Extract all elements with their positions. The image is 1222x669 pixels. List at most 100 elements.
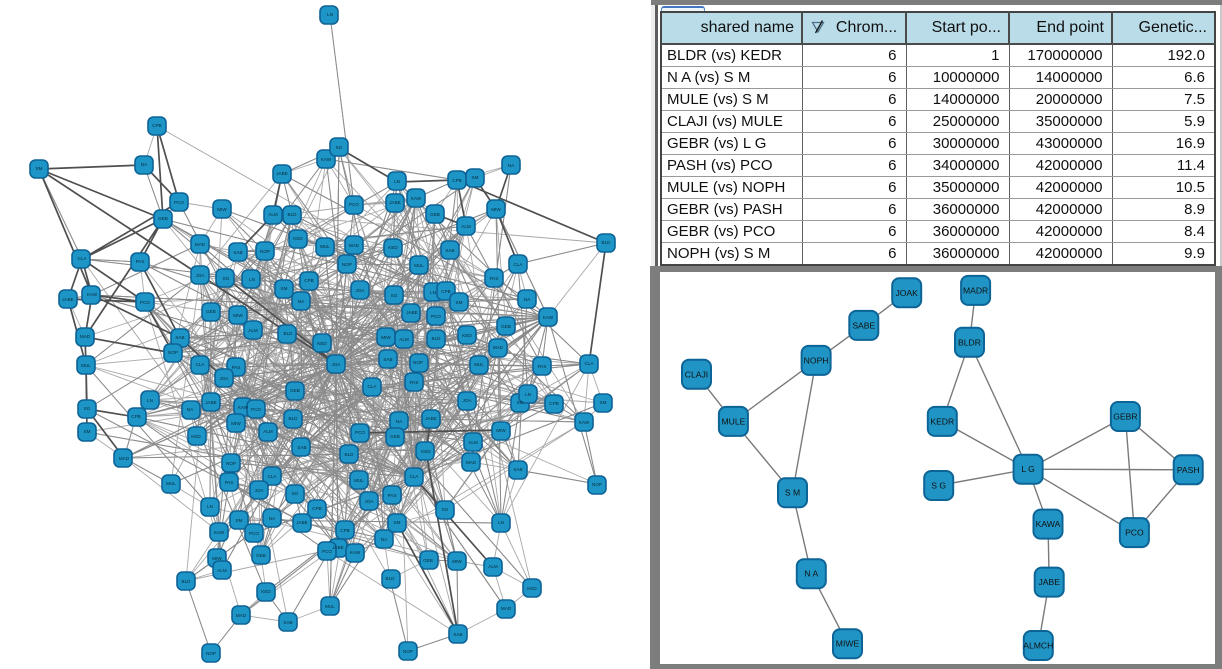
svg-text:NA: NA (187, 407, 194, 412)
svg-text:PAS: PAS (490, 276, 499, 281)
svg-text:SG: SG (84, 406, 91, 411)
svg-text:PCO: PCO (349, 202, 359, 207)
svg-text:PCO: PCO (140, 300, 150, 305)
svg-text:ALM: ALM (268, 212, 278, 217)
svg-text:L G: L G (1021, 464, 1035, 474)
svg-text:JABE: JABE (406, 310, 418, 315)
svg-text:KAW: KAW (238, 405, 249, 410)
svg-text:SG: SG (442, 507, 449, 512)
svg-text:NA: NA (508, 163, 515, 168)
svg-text:SAB: SAB (383, 357, 392, 362)
svg-text:LN: LN (147, 398, 153, 403)
svg-text:JABE: JABE (1038, 577, 1060, 587)
svg-text:LN: LN (430, 290, 436, 295)
svg-text:BLDR: BLDR (958, 337, 981, 347)
svg-text:PAS: PAS (232, 365, 241, 370)
svg-text:KED: KED (261, 589, 271, 594)
svg-text:PCO: PCO (249, 531, 259, 536)
svg-text:ALM: ALM (399, 337, 409, 342)
svg-text:KEDR: KEDR (930, 416, 954, 426)
svg-text:BLD: BLD (289, 416, 299, 421)
svg-text:NA: NA (141, 162, 148, 167)
svg-text:KAW: KAW (543, 315, 554, 320)
svg-text:MUL: MUL (474, 362, 484, 367)
svg-text:SM: SM (600, 400, 607, 405)
svg-text:ALM: ALM (488, 564, 498, 569)
svg-text:SAB: SAB (297, 445, 306, 450)
svg-text:JOA: JOA (255, 488, 265, 493)
svg-text:KED: KED (527, 586, 537, 591)
svg-text:JOA: JOA (196, 273, 206, 278)
svg-text:MIW: MIW (233, 313, 243, 318)
svg-text:LN: LN (249, 277, 255, 282)
svg-text:SM: SM (456, 300, 463, 305)
svg-text:PASH: PASH (1177, 465, 1200, 475)
svg-text:S M: S M (785, 488, 800, 498)
svg-text:JOA: JOA (365, 499, 375, 504)
svg-text:MIW: MIW (491, 207, 501, 212)
svg-text:JOA: JOA (463, 398, 473, 403)
svg-text:KAWA: KAWA (1036, 519, 1061, 529)
svg-text:PCO: PCO (322, 549, 332, 554)
svg-text:KAW: KAW (579, 420, 590, 425)
svg-text:NOP: NOP (413, 360, 423, 365)
svg-text:PAS: PAS (136, 259, 145, 264)
svg-text:MIWE: MIWE (836, 639, 860, 649)
svg-text:ALM: ALM (461, 224, 471, 229)
svg-text:SM: SM (236, 518, 243, 523)
svg-text:GEB: GEB (423, 558, 433, 563)
svg-text:PAS: PAS (538, 364, 547, 369)
svg-text:MAD: MAD (349, 243, 360, 248)
svg-text:CLA: CLA (410, 474, 420, 479)
svg-text:MIW: MIW (381, 335, 391, 340)
svg-text:CPB: CPB (304, 278, 313, 283)
svg-text:PCO: PCO (251, 407, 261, 412)
svg-text:NOP: NOP (260, 249, 270, 254)
svg-text:MADR: MADR (963, 285, 988, 295)
svg-text:KAW: KAW (87, 292, 98, 297)
svg-text:NOP: NOP (206, 651, 216, 656)
svg-text:SAB: SAB (453, 632, 462, 637)
svg-text:SM: SM (472, 175, 479, 180)
svg-text:JABE: JABE (62, 297, 74, 302)
svg-text:MAD: MAD (119, 456, 130, 461)
svg-text:CLA: CLA (514, 262, 524, 267)
svg-text:MUL: MUL (354, 478, 364, 483)
svg-text:NA: NA (381, 537, 388, 542)
svg-text:ALM: ALM (248, 328, 258, 333)
svg-text:KED: KED (317, 341, 327, 346)
svg-text:CLA: CLA (196, 362, 206, 367)
svg-text:S G: S G (931, 481, 946, 491)
svg-text:NOP: NOP (168, 350, 178, 355)
svg-text:NOP: NOP (342, 262, 352, 267)
svg-text:SG: SG (292, 491, 299, 496)
svg-text:JOA: JOA (356, 288, 366, 293)
svg-text:CPB: CPB (312, 506, 321, 511)
svg-text:GEB: GEB (390, 434, 400, 439)
svg-text:SG: SG (391, 293, 398, 298)
svg-text:BLD: BLD (602, 240, 612, 245)
svg-text:MAD: MAD (236, 613, 247, 618)
svg-text:KAW: KAW (214, 530, 225, 535)
svg-text:NOP: NOP (226, 461, 236, 466)
svg-text:MAD: MAD (195, 242, 206, 247)
svg-text:LN: LN (394, 179, 400, 184)
svg-text:MAD: MAD (466, 460, 477, 465)
svg-text:ALM: ALM (468, 440, 478, 445)
svg-text:LN: LN (207, 504, 213, 509)
svg-text:SG: SG (223, 276, 230, 281)
svg-text:MIW: MIW (496, 428, 506, 433)
svg-text:KED: KED (191, 434, 201, 439)
svg-text:KAW: KAW (411, 196, 422, 201)
svg-text:BLD: BLD (345, 452, 355, 457)
svg-text:CLA: CLA (78, 256, 88, 261)
svg-text:ALM: ALM (263, 429, 273, 434)
svg-text:MAD: MAD (501, 606, 512, 611)
svg-text:NA: NA (298, 299, 305, 304)
svg-text:NA: NA (396, 419, 403, 424)
svg-text:LN: LN (498, 520, 504, 525)
svg-text:PCO: PCO (174, 200, 184, 205)
svg-text:ALM: ALM (217, 568, 227, 573)
svg-text:JABE: JABE (332, 545, 344, 550)
svg-text:NOP: NOP (403, 649, 413, 654)
